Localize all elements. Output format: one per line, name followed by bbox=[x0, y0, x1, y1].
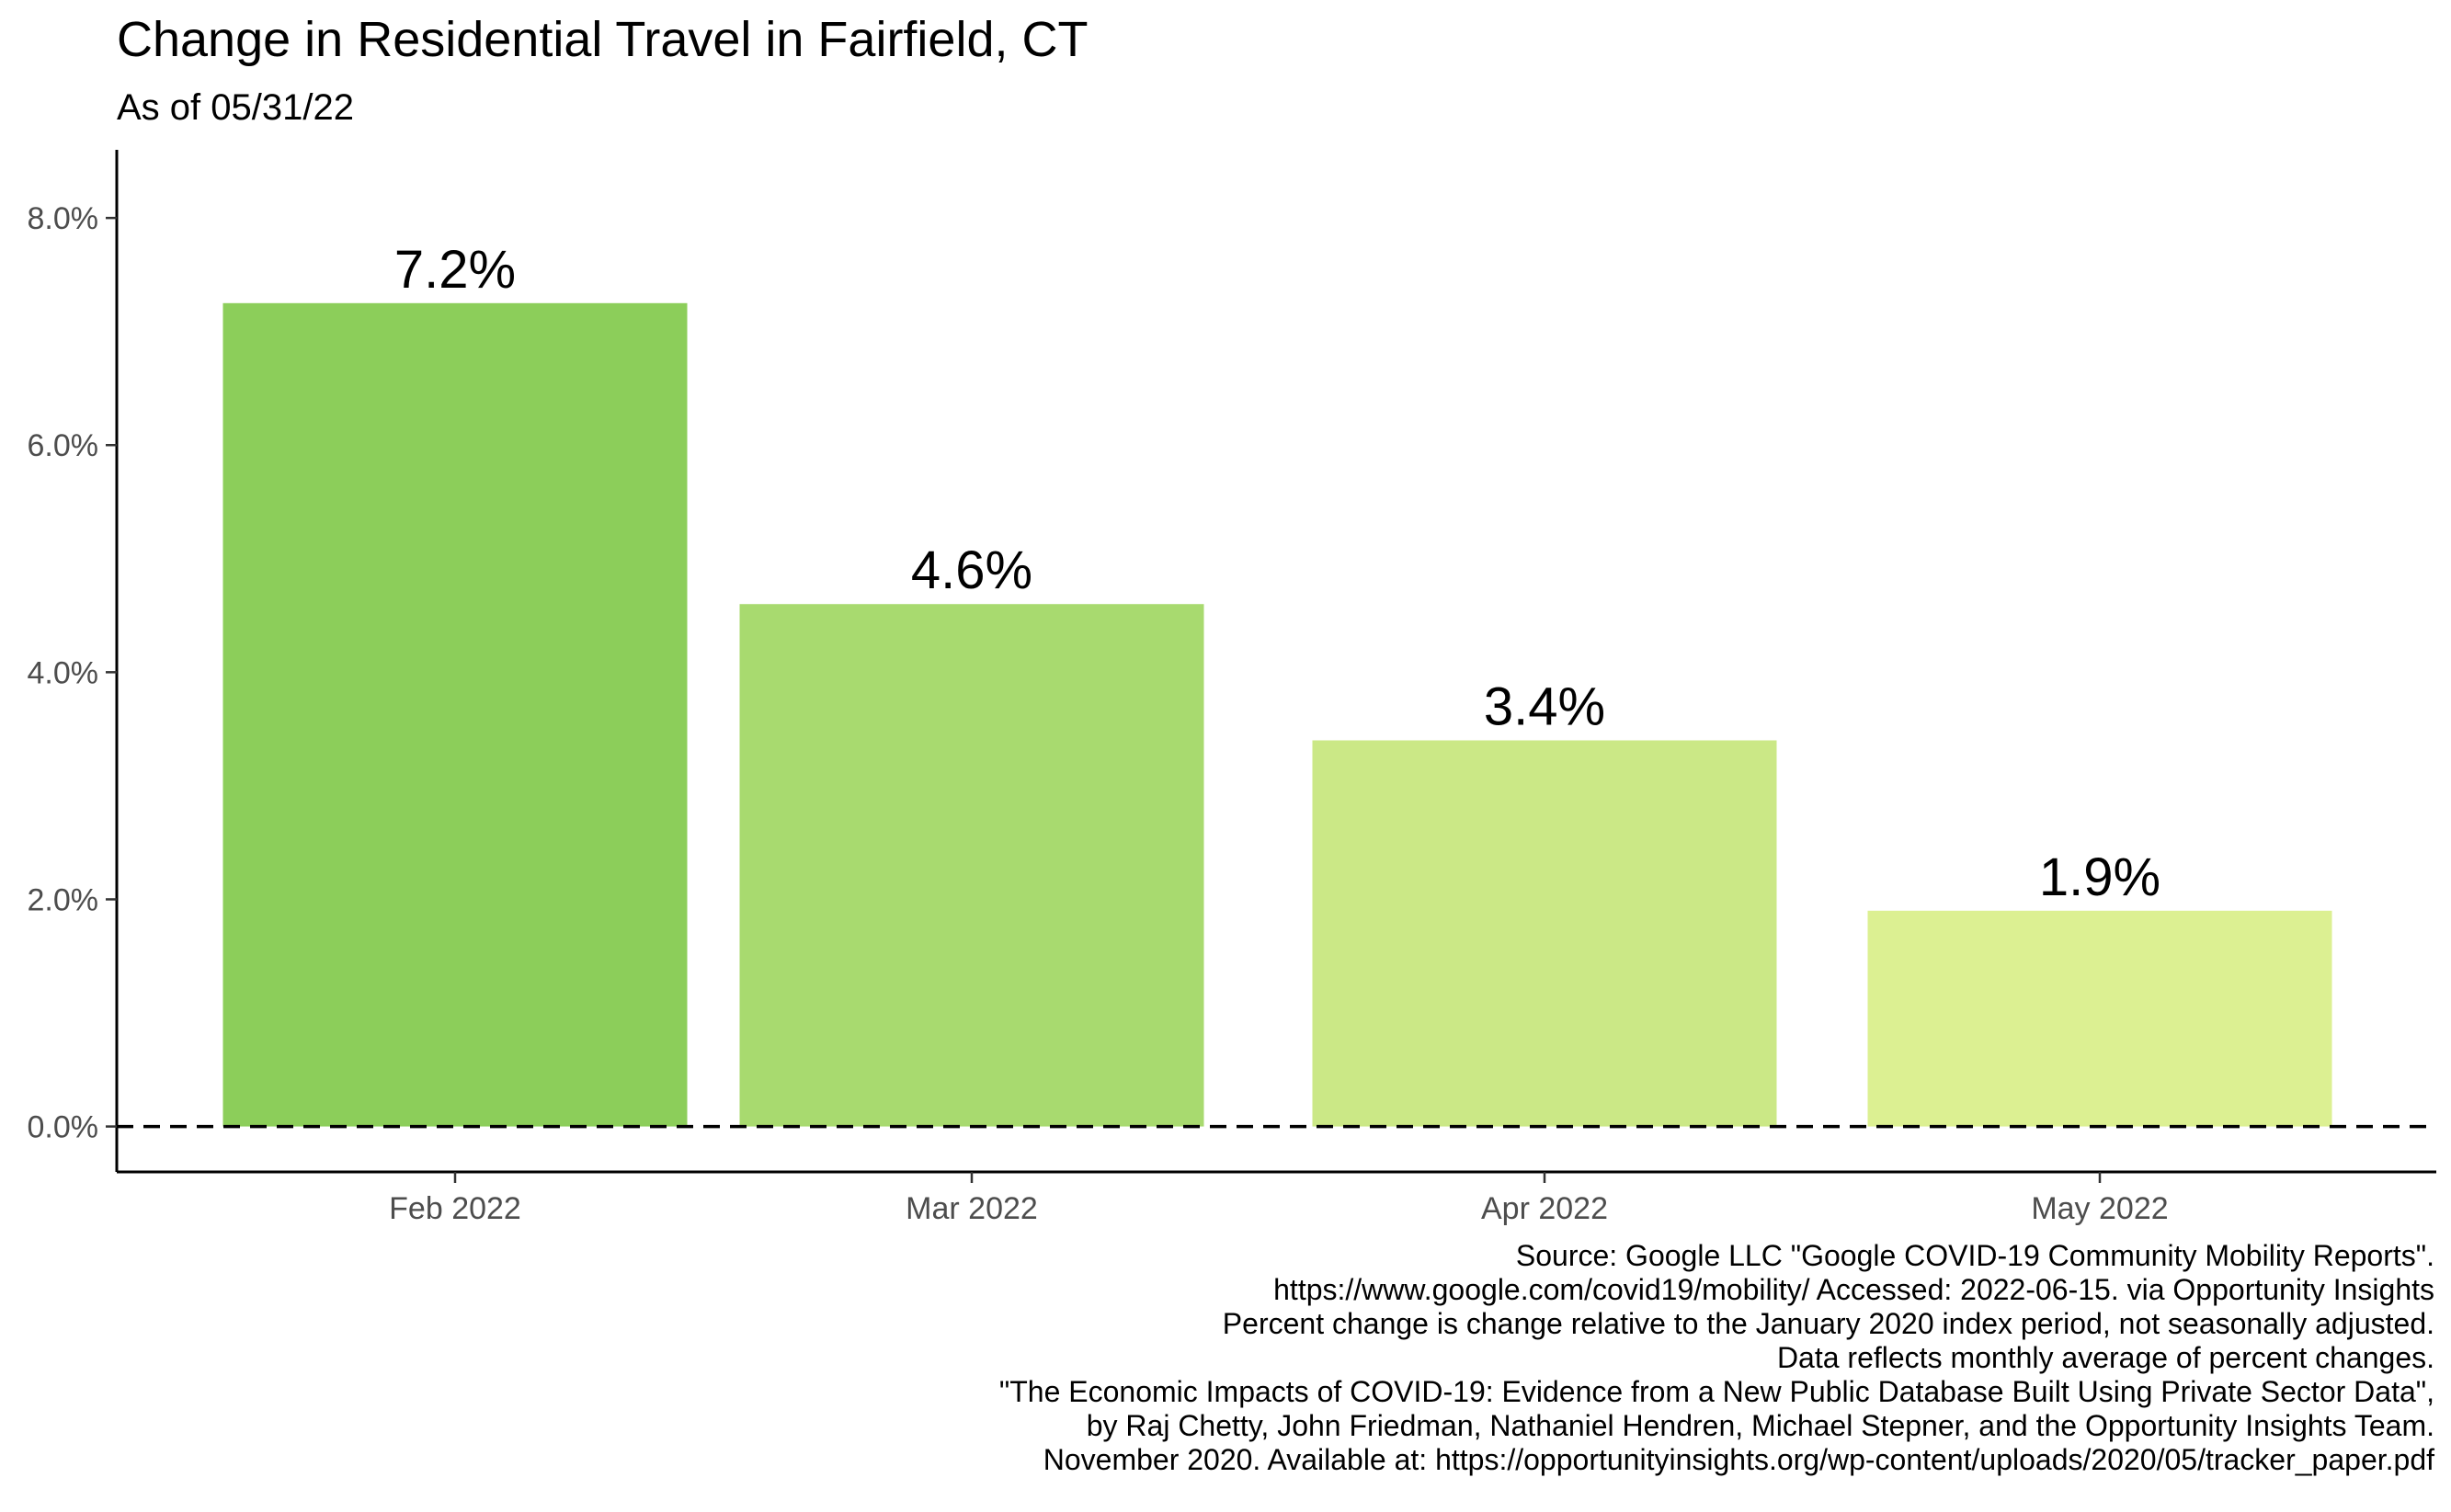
bar bbox=[739, 604, 1204, 1127]
chart-subtitle: As of 05/31/22 bbox=[117, 87, 354, 128]
x-tick-label: Feb 2022 bbox=[389, 1191, 521, 1226]
caption-line: "The Economic Impacts of COVID-19: Evide… bbox=[999, 1375, 2434, 1408]
y-tick-label: 0.0% bbox=[28, 1110, 99, 1145]
bar-value-label: 1.9% bbox=[2039, 847, 2160, 907]
caption-line: Source: Google LLC "Google COVID-19 Comm… bbox=[1516, 1239, 2434, 1272]
caption-line: Percent change is change relative to the… bbox=[1223, 1307, 2434, 1340]
bar-value-label: 3.4% bbox=[1484, 676, 1605, 736]
bar bbox=[1312, 740, 1777, 1127]
caption-line: by Raj Chetty, John Friedman, Nathaniel … bbox=[1087, 1409, 2434, 1442]
plot-area: 0.0% 2.0% 4.0% 6.0% 8.0% 7.2% Feb 2022 4.6% Mar … bbox=[28, 150, 2436, 1226]
x-tick-label: Mar 2022 bbox=[906, 1191, 1038, 1226]
y-tick-label: 6.0% bbox=[28, 428, 99, 463]
y-tick-label: 8.0% bbox=[28, 201, 99, 236]
bar bbox=[1867, 910, 2332, 1127]
x-tick-label: May 2022 bbox=[2031, 1191, 2168, 1226]
chart-title: Change in Residential Travel in Fairfiel… bbox=[117, 12, 1088, 67]
caption-line: November 2020. Available at: https://opp… bbox=[1043, 1443, 2434, 1476]
caption-line: https://www.google.com/covid19/mobility/… bbox=[1273, 1273, 2434, 1306]
x-tick-label: Apr 2022 bbox=[1481, 1191, 1608, 1226]
bar-value-label: 7.2% bbox=[394, 240, 516, 300]
caption-line: Data reflects monthly average of percent… bbox=[1777, 1341, 2434, 1374]
bar-value-label: 4.6% bbox=[911, 540, 1032, 600]
chart-caption: Source: Google LLC "Google COVID-19 Comm… bbox=[999, 1239, 2434, 1476]
bar bbox=[222, 302, 688, 1127]
y-tick-label: 4.0% bbox=[28, 655, 99, 690]
y-tick-label: 2.0% bbox=[28, 882, 99, 917]
